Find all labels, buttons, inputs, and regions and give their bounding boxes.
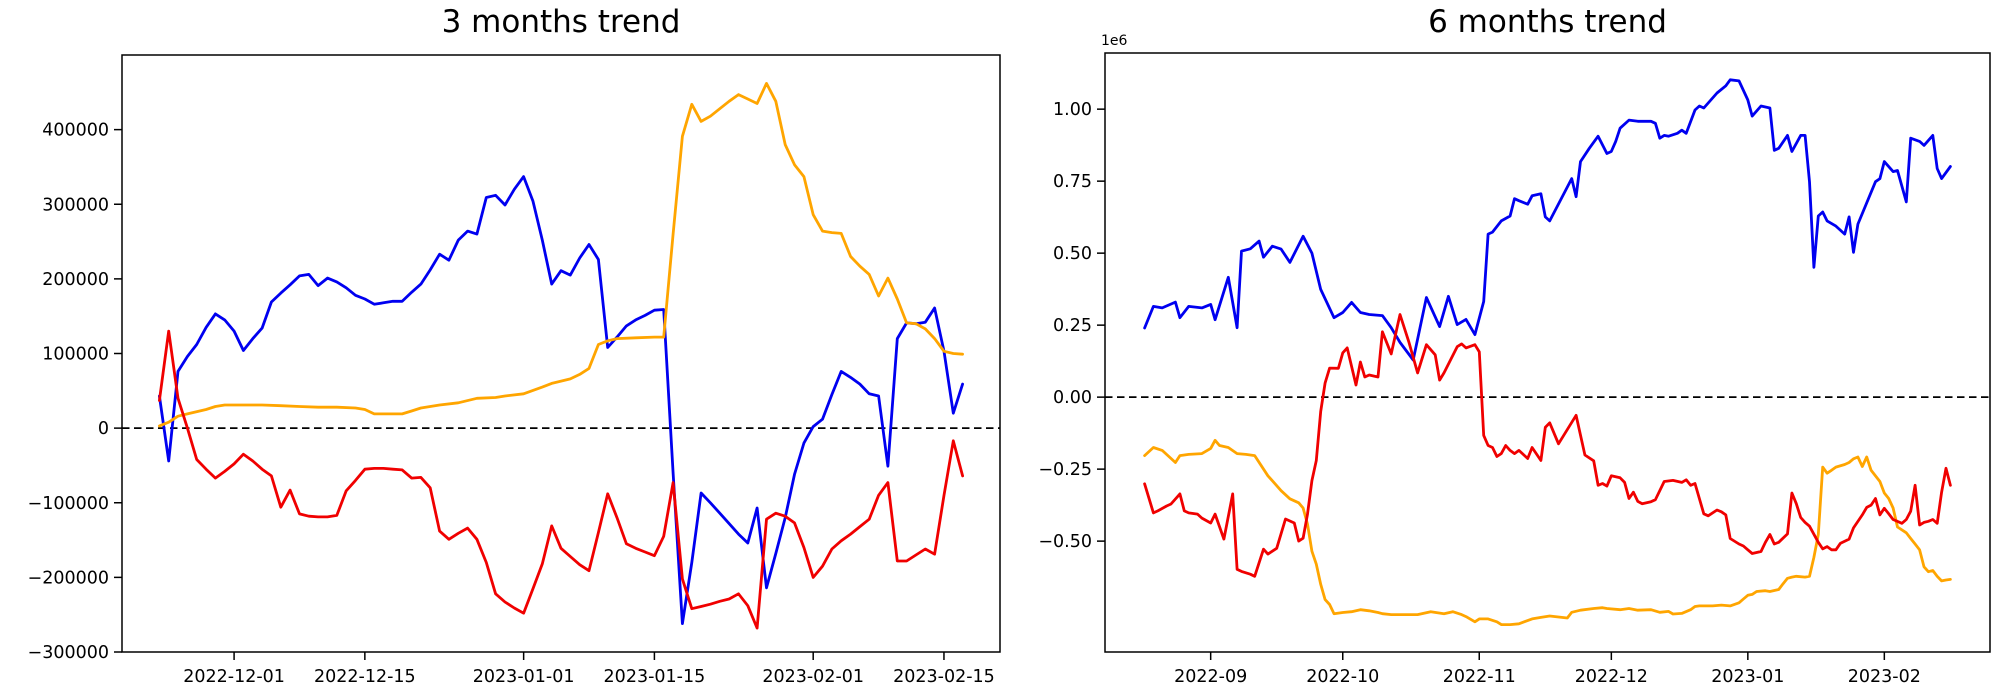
x-tick-label: 2023-01-01 [473, 667, 575, 687]
y-tick-label: 300000 [42, 195, 109, 215]
y-tick-label: 0.00 [1053, 388, 1092, 408]
y-axis-offset-label: 1e6 [1101, 33, 1128, 49]
x-tick-label: 2022-09 [1174, 667, 1247, 687]
x-tick-label: 2023-02 [1848, 667, 1921, 687]
y-tick-label: −0.50 [1038, 532, 1092, 552]
x-tick-label: 2023-02-15 [893, 667, 995, 687]
series-line-blue [157, 175, 964, 625]
right-chart-plot: 1.00 0.75 0.50 0.25 0.00 −0.25 −0.50 2022-09 202… [1038, 52, 1991, 687]
y-tick-label: 0.75 [1053, 172, 1092, 192]
left-chart-title: 3 months trend [441, 4, 681, 40]
x-tick-label: 2023-01 [1711, 667, 1784, 687]
y-tick-label: −300000 [28, 643, 109, 663]
x-tick-label: 2022-12-15 [314, 667, 416, 687]
plot-frame [1104, 52, 1991, 653]
series-line-blue [1143, 78, 1952, 362]
y-tick-label: 0.25 [1053, 316, 1092, 336]
y-tick-label: −100000 [28, 494, 109, 514]
y-tick-label: 1.00 [1053, 100, 1092, 120]
series-line-red [157, 329, 964, 630]
plot-frame [121, 54, 1001, 653]
right-chart-title: 6 months trend [1428, 4, 1667, 40]
y-tick-label: −0.25 [1038, 460, 1092, 480]
x-tick-label: 2022-12 [1575, 667, 1648, 687]
x-tick-label: 2022-11 [1443, 667, 1516, 687]
y-tick-label: 0 [98, 419, 109, 439]
x-tick-label: 2023-01-15 [604, 667, 706, 687]
series-line-red [1143, 313, 1952, 578]
x-tick-label: 2022-10 [1306, 667, 1379, 687]
series-line-orange [1143, 438, 1952, 626]
x-tick-label: 2023-02-01 [762, 667, 864, 687]
series-line-orange [157, 82, 964, 428]
y-tick-label: −200000 [28, 568, 109, 588]
y-tick-label: 100000 [42, 345, 109, 365]
y-tick-label: 400000 [42, 121, 109, 141]
y-tick-label: 200000 [42, 270, 109, 290]
left-chart-plot: 400000 300000 200000 100000 0 −100000 −200000 −… [28, 54, 1001, 687]
x-tick-label: 2022-12-01 [183, 667, 285, 687]
y-tick-label: 0.50 [1053, 244, 1092, 264]
